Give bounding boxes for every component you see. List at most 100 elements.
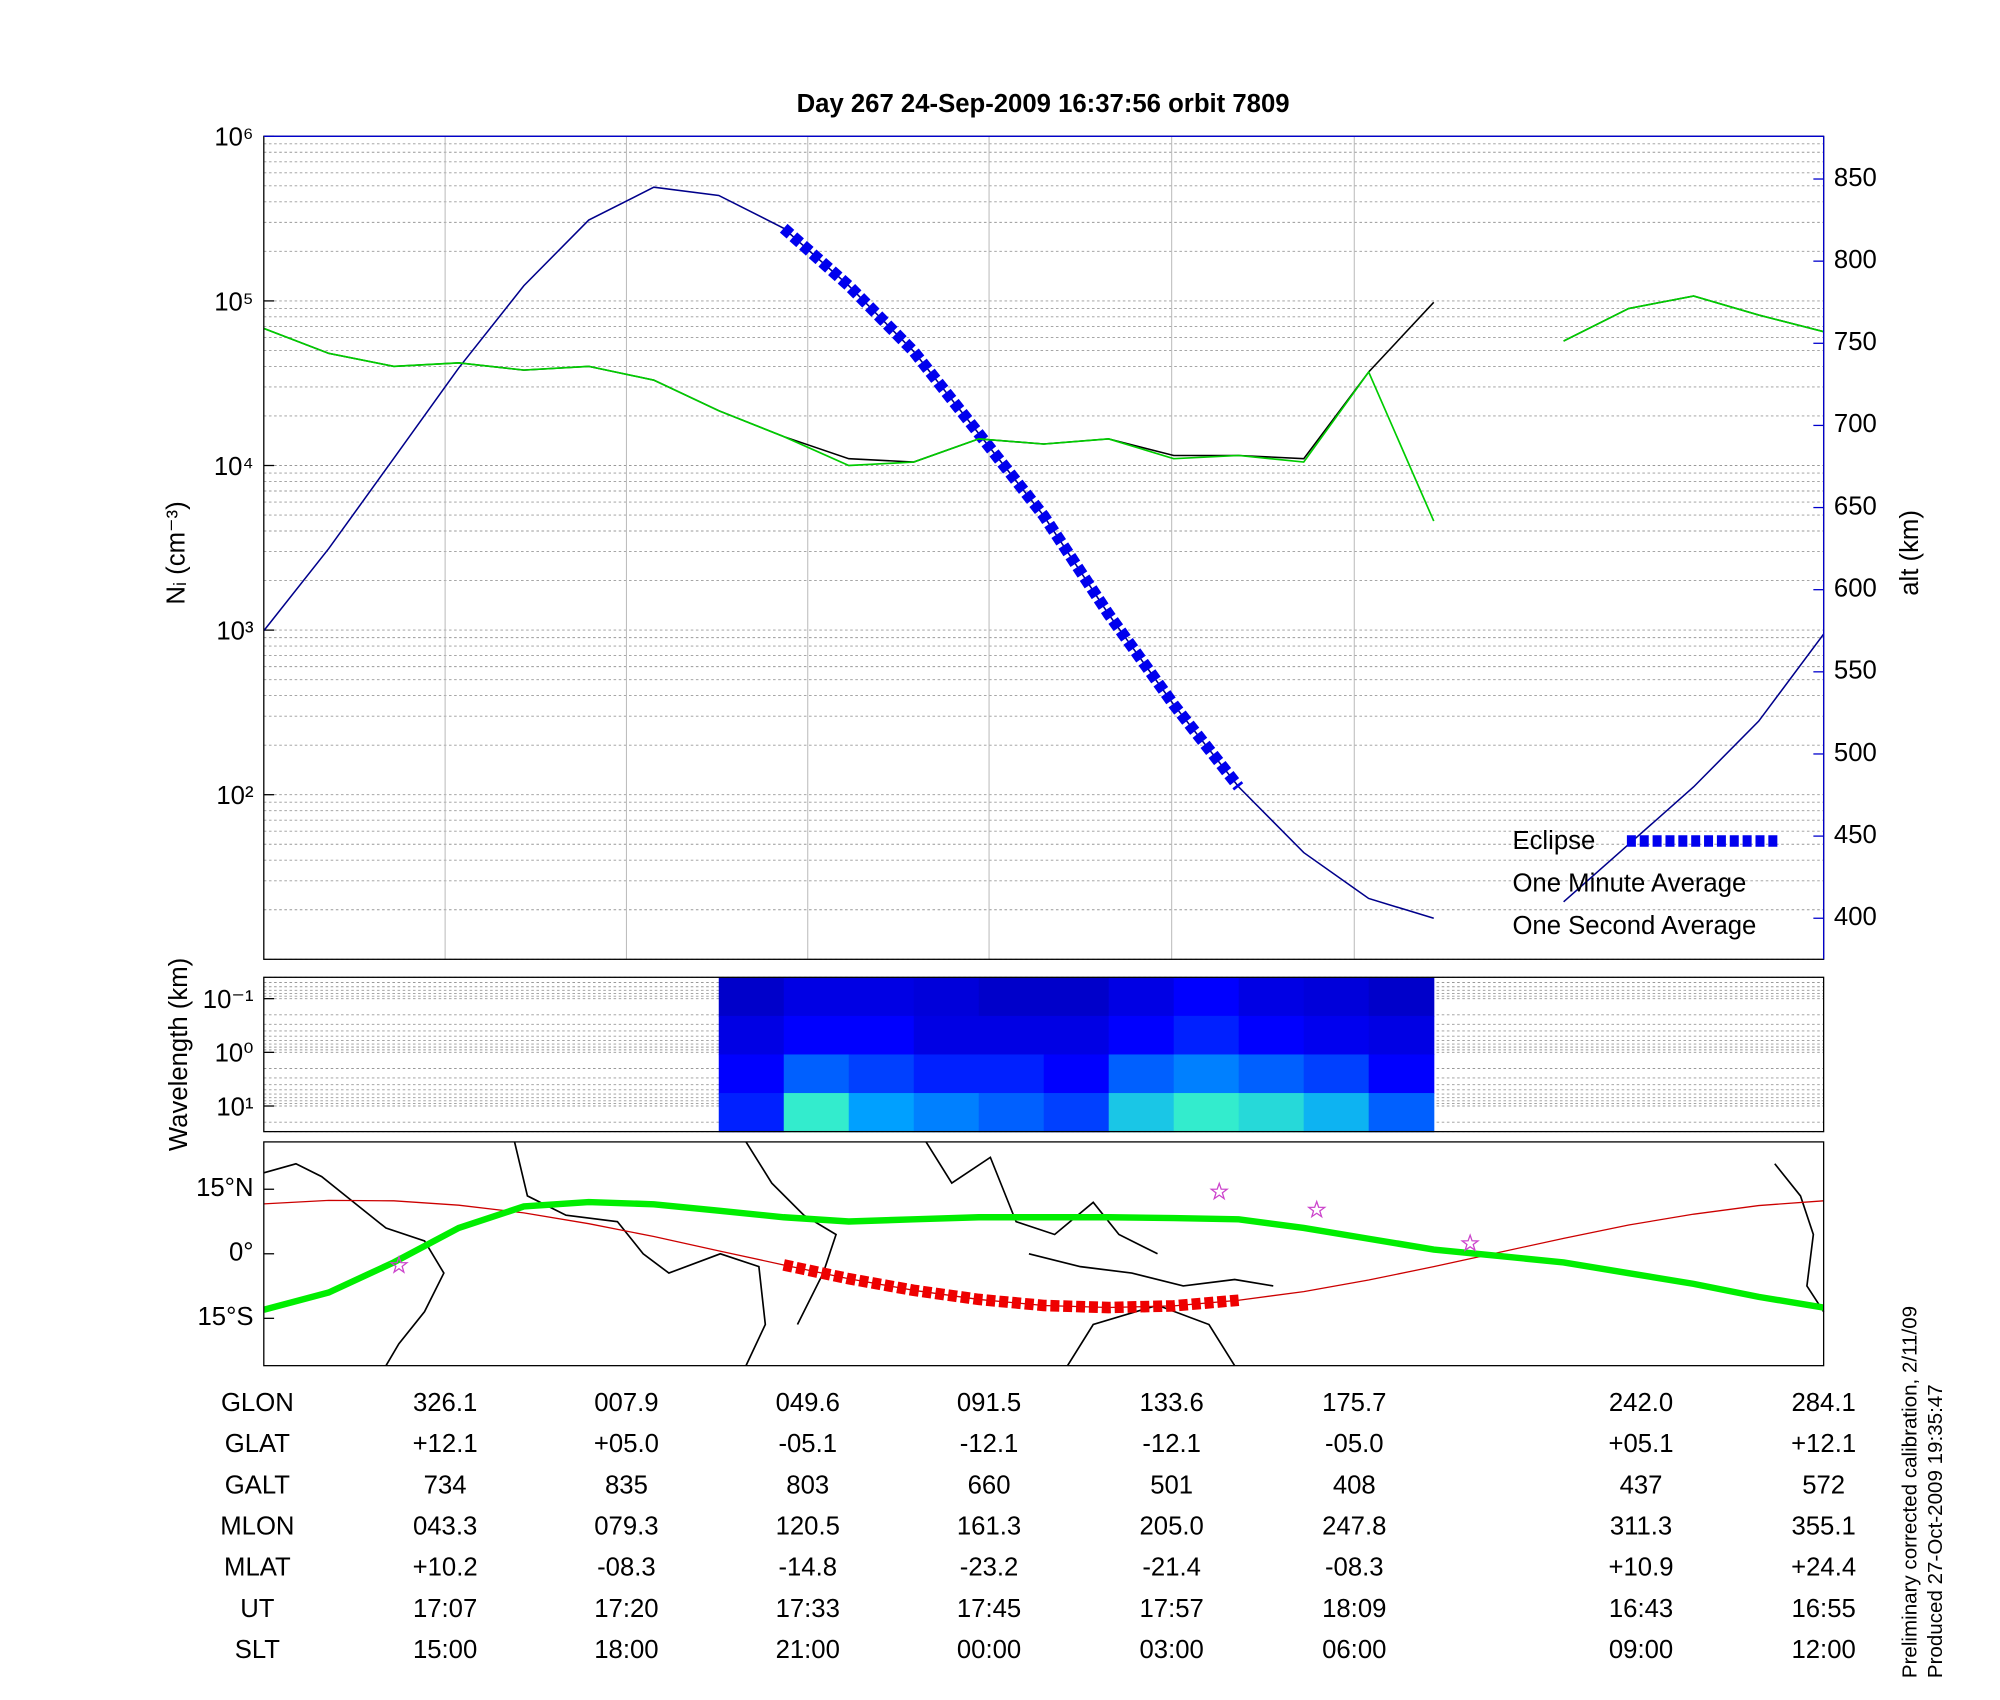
table-cell: +12.1 bbox=[413, 1430, 478, 1458]
row-label: MLAT bbox=[224, 1554, 291, 1582]
spectrogram-cell bbox=[1238, 1015, 1305, 1056]
table-cell: -23.2 bbox=[960, 1554, 1019, 1582]
spectrogram-cell bbox=[718, 1015, 785, 1056]
table-cell: 21:00 bbox=[776, 1636, 840, 1664]
row-label: GLON bbox=[221, 1389, 294, 1417]
spectrogram-cell bbox=[913, 977, 980, 1017]
spectrogram-cell bbox=[1108, 1054, 1175, 1094]
spectrogram-cell bbox=[1108, 1093, 1175, 1133]
row-label: GALT bbox=[225, 1471, 291, 1499]
frame bbox=[263, 976, 1825, 1133]
table-cell: 803 bbox=[786, 1471, 829, 1499]
table-cell: 247.8 bbox=[1322, 1512, 1386, 1540]
table-cell: 660 bbox=[968, 1471, 1011, 1499]
spectrogram-cell bbox=[1303, 1015, 1370, 1056]
table-cell: 16:43 bbox=[1609, 1595, 1673, 1623]
spectrogram-cell bbox=[1173, 977, 1240, 1017]
table-cell: 408 bbox=[1333, 1471, 1376, 1499]
spectrogram-cell bbox=[1368, 1054, 1435, 1094]
table-cell: 17:45 bbox=[957, 1595, 1021, 1623]
star-marker bbox=[389, 1255, 409, 1274]
spectrogram-cell bbox=[978, 1093, 1045, 1133]
spectrogram-cell bbox=[978, 1015, 1045, 1056]
table-cell: -05.1 bbox=[778, 1430, 837, 1458]
spectrogram-cell bbox=[1108, 977, 1175, 1017]
spectrogram-cell bbox=[1303, 1093, 1370, 1133]
table-cell: 091.5 bbox=[957, 1389, 1021, 1417]
spectrogram-cell bbox=[1173, 1015, 1240, 1056]
y-tick-label: 0° bbox=[229, 1239, 254, 1267]
y2-tick-label: 850 bbox=[1834, 164, 1877, 192]
table-cell: 501 bbox=[1150, 1471, 1193, 1499]
y-tick-label: 10⁰ bbox=[215, 1040, 254, 1068]
table-cell: 242.0 bbox=[1609, 1389, 1673, 1417]
legend-label: One Minute Average bbox=[1512, 870, 1746, 898]
star-marker bbox=[1306, 1199, 1327, 1219]
y2-tick-label: 700 bbox=[1834, 410, 1877, 438]
y-tick-label: 10⁻¹ bbox=[203, 986, 254, 1014]
spectrogram-cell bbox=[1368, 1015, 1435, 1056]
table-cell: 284.1 bbox=[1791, 1389, 1855, 1417]
spectrogram-cell bbox=[1173, 1093, 1240, 1133]
table-cell: 835 bbox=[605, 1471, 648, 1499]
table-cell: +24.4 bbox=[1791, 1554, 1856, 1582]
y-tick-label: 10⁶ bbox=[214, 124, 253, 152]
spectrogram-cell bbox=[1368, 1093, 1435, 1133]
y-tick-label: 10⁵ bbox=[214, 288, 253, 316]
table-cell: +12.1 bbox=[1791, 1430, 1856, 1458]
y2-tick-label: 800 bbox=[1834, 246, 1877, 274]
spectrogram-cell bbox=[848, 977, 915, 1017]
y2-tick-label: 600 bbox=[1834, 574, 1877, 602]
spectrogram-cell bbox=[978, 977, 1045, 1017]
spectrogram-cell bbox=[718, 977, 785, 1017]
table-cell: -12.1 bbox=[960, 1430, 1019, 1458]
spectrogram-cell bbox=[783, 977, 850, 1017]
table-cell: 17:57 bbox=[1140, 1595, 1204, 1623]
spectrogram-cell bbox=[848, 1093, 915, 1133]
spectrogram-cell bbox=[913, 1054, 980, 1094]
table-cell: 161.3 bbox=[957, 1512, 1021, 1540]
table-cell: 17:07 bbox=[413, 1595, 477, 1623]
coast bbox=[1028, 1252, 1274, 1287]
table-cell: 079.3 bbox=[594, 1512, 658, 1540]
spectrogram-cell bbox=[718, 1093, 785, 1133]
table-cell: -05.0 bbox=[1325, 1430, 1384, 1458]
coast bbox=[745, 1141, 838, 1325]
spectrogram-cell bbox=[913, 1015, 980, 1056]
spectrogram-cell bbox=[1043, 1054, 1110, 1094]
spectrogram-cell bbox=[1043, 977, 1110, 1017]
table-cell: -21.4 bbox=[1142, 1554, 1201, 1582]
table-cell: 175.7 bbox=[1322, 1389, 1386, 1417]
y-axis-label: Nᵢ (cm⁻³) bbox=[162, 501, 190, 604]
spectrogram-cell bbox=[1303, 977, 1370, 1017]
plot-area bbox=[263, 186, 1824, 920]
title: Day 267 24-Sep-2009 16:37:56 orbit 7809 bbox=[797, 90, 1290, 118]
track-line bbox=[782, 1259, 1240, 1314]
star-marker bbox=[1209, 1181, 1229, 1201]
table-cell: 049.6 bbox=[776, 1389, 840, 1417]
series-line bbox=[779, 223, 1244, 791]
table-cell: 120.5 bbox=[776, 1512, 840, 1540]
table-cell: 15:00 bbox=[413, 1636, 477, 1664]
y-tick-label: 15°S bbox=[198, 1303, 254, 1331]
table-cell: 572 bbox=[1802, 1471, 1845, 1499]
frame bbox=[263, 1141, 1825, 1367]
spectrogram-cell bbox=[783, 1015, 850, 1056]
spectrogram-cell bbox=[1173, 1054, 1240, 1094]
spectrogram-cell bbox=[718, 1054, 785, 1094]
coast bbox=[1774, 1163, 1825, 1313]
y2-tick-label: 650 bbox=[1834, 492, 1877, 520]
table-cell: 326.1 bbox=[413, 1389, 477, 1417]
spectrogram-cell bbox=[1303, 1054, 1370, 1094]
spectrogram-cell bbox=[783, 1054, 850, 1094]
y-tick-label: 15°N bbox=[196, 1174, 253, 1202]
y-tick-label: 10¹ bbox=[216, 1093, 253, 1121]
spectrogram-cell bbox=[1238, 977, 1305, 1017]
table-cell: 12:00 bbox=[1791, 1636, 1855, 1664]
table-cell: 043.3 bbox=[413, 1512, 477, 1540]
y2-axis-label: alt (km) bbox=[1896, 510, 1924, 596]
table-cell: 18:09 bbox=[1322, 1595, 1386, 1623]
star-marker bbox=[1460, 1233, 1480, 1252]
